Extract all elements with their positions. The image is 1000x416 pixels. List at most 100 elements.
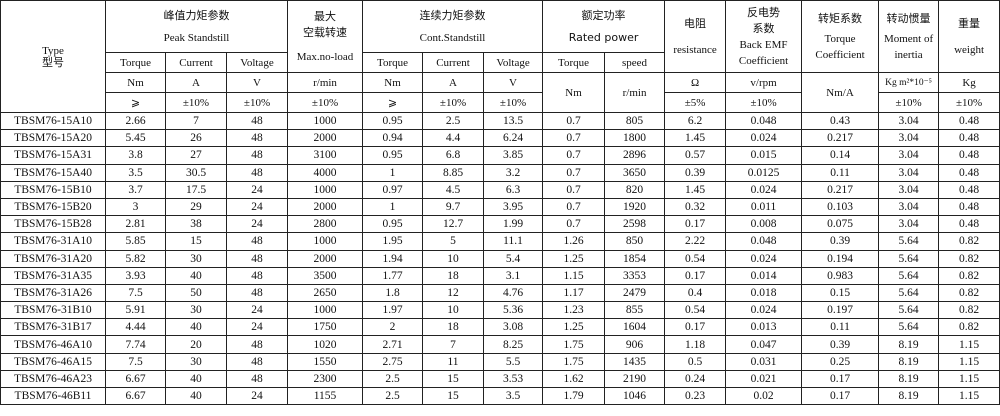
table-cell: 1.15 — [938, 335, 1000, 354]
table-row: TBSM76-31A10 5.85 15 48 1000 1.95 5 11.1 1.26 850… — [0, 232, 1000, 251]
table-cell: 4.4 — [422, 129, 485, 148]
model-cell: TBSM76-31B10 — [0, 301, 106, 320]
rated-en: Rated power — [568, 30, 639, 44]
table-cell: 1.15 — [938, 369, 1000, 389]
peak-current: Current — [165, 52, 227, 73]
table-cell: 50 — [165, 283, 227, 303]
tol: ±5% — [664, 92, 727, 113]
table-cell: 24 — [225, 180, 289, 199]
table-cell: 0.23 — [664, 386, 727, 406]
table-cell: 0.011 — [725, 197, 803, 217]
inertia-zh: 转动惯量 — [886, 11, 931, 25]
model-cell: TBSM76-15A40 — [0, 163, 106, 182]
peak-torque: Torque — [105, 52, 166, 73]
header-type: Type 型号 — [0, 0, 106, 113]
table-cell: 0.39 — [801, 232, 880, 251]
table-cell: 6.3 — [483, 180, 544, 199]
table-cell: 0.24 — [664, 369, 727, 389]
table-cell: 8.19 — [878, 369, 940, 389]
table-cell: 4.44 — [105, 318, 166, 337]
table-cell: 3.2 — [483, 163, 544, 182]
table-cell: 48 — [225, 335, 289, 354]
table-cell: 0.024 — [725, 129, 803, 148]
torquecoef-zh: 转矩系数 — [818, 11, 863, 25]
table-cell: 6.67 — [105, 369, 166, 389]
table-cell: 1854 — [604, 249, 666, 268]
table-cell: 5.64 — [878, 301, 940, 320]
table-cell: 0.02 — [725, 386, 803, 406]
table-cell: 4.5 — [422, 180, 485, 199]
table-cell: 1 — [362, 163, 424, 182]
table-cell: 24 — [225, 215, 289, 234]
table-cell: 0.197 — [801, 301, 880, 320]
table-cell: 6.8 — [422, 146, 485, 165]
table-cell: 0.7 — [542, 197, 606, 217]
table-row: TBSM76-46B11 6.67 40 24 1155 2.5 15 3.5 1.79 1046… — [0, 386, 1000, 406]
motor-spec-table: Type 型号 峰值力矩参数 Peak Standstill 最大 空载转速 M… — [0, 0, 1000, 406]
table-cell: 8.25 — [483, 335, 544, 354]
table-cell: 820 — [604, 180, 666, 199]
table-cell: 40 — [165, 318, 227, 337]
table-cell: 3.7 — [105, 180, 166, 199]
table-cell: 9.7 — [422, 197, 485, 217]
table-cell: 2896 — [604, 146, 666, 165]
table-cell: 1.79 — [542, 386, 606, 406]
table-cell: 3.95 — [483, 197, 544, 217]
table-cell: 1.25 — [542, 318, 606, 337]
table-cell: 29 — [165, 197, 227, 217]
table-cell: 17.5 — [165, 180, 227, 199]
table-cell: 0.48 — [938, 146, 1000, 165]
model-cell: TBSM76-31A26 — [0, 283, 106, 303]
table-cell: 48 — [225, 352, 289, 371]
cont-voltage: Voltage — [483, 52, 544, 73]
table-cell: 12 — [422, 283, 485, 303]
table-cell: 1000 — [287, 111, 364, 131]
table-cell: 0.0125 — [725, 163, 803, 182]
table-cell: 0.7 — [542, 111, 606, 131]
model-cell: TBSM76-31A20 — [0, 249, 106, 268]
table-cell: 0.43 — [801, 111, 880, 131]
table-cell: 1 — [362, 197, 424, 217]
table-cell: 15 — [422, 369, 485, 389]
table-cell: 1.25 — [542, 249, 606, 268]
table-cell: 3500 — [287, 266, 364, 285]
table-cell: 0.48 — [938, 111, 1000, 131]
table-cell: 0.031 — [725, 352, 803, 371]
table-cell: 0.17 — [801, 386, 880, 406]
table-cell: 0.97 — [362, 180, 424, 199]
table-cell: 0.48 — [938, 197, 1000, 217]
tol: ±10% — [287, 92, 364, 113]
table-cell: 48 — [225, 232, 289, 251]
tol: ±10% — [422, 92, 485, 113]
table-cell: 5.85 — [105, 232, 166, 251]
torquecoef-en1: Torque — [824, 32, 856, 45]
table-cell: 3.8 — [105, 146, 166, 165]
table-cell: 0.48 — [938, 129, 1000, 148]
table-row: TBSM76-31B10 5.91 30 24 1000 1.97 10 5.36 1.23 85… — [0, 301, 1000, 320]
table-cell: 0.39 — [801, 335, 880, 354]
table-cell: 2650 — [287, 283, 364, 303]
table-cell: 0.014 — [725, 266, 803, 285]
header-back-emf: 反电势 系数 Back EMF Coefficient — [725, 0, 803, 73]
table-cell: 24 — [225, 197, 289, 217]
unit-v: V — [225, 72, 289, 93]
table-cell: 30 — [165, 249, 227, 268]
type-en: Type — [42, 44, 64, 57]
table-cell: 6.24 — [483, 129, 544, 148]
table-row: TBSM76-31A35 3.93 40 48 3500 1.77 18 3.1 1.15 335… — [0, 266, 1000, 285]
model-cell: TBSM76-15B10 — [0, 180, 106, 199]
max-en: Max.no-load — [296, 50, 354, 63]
model-cell: TBSM76-46B11 — [0, 386, 106, 406]
table-cell: 1.17 — [542, 283, 606, 303]
table-cell: 5.64 — [878, 266, 940, 285]
peak-zh: 峰值力矩参数 — [163, 8, 230, 22]
table-cell: 0.7 — [542, 129, 606, 148]
model-cell: TBSM76-15A10 — [0, 111, 106, 131]
table-cell: 1000 — [287, 180, 364, 199]
model-cell: TBSM76-31B17 — [0, 318, 106, 337]
table-cell: 48 — [225, 283, 289, 303]
table-cell: 0.7 — [542, 180, 606, 199]
header-resistance: 电阻 resistance — [664, 0, 727, 73]
table-cell: 18 — [422, 318, 485, 337]
table-cell: 0.17 — [664, 266, 727, 285]
